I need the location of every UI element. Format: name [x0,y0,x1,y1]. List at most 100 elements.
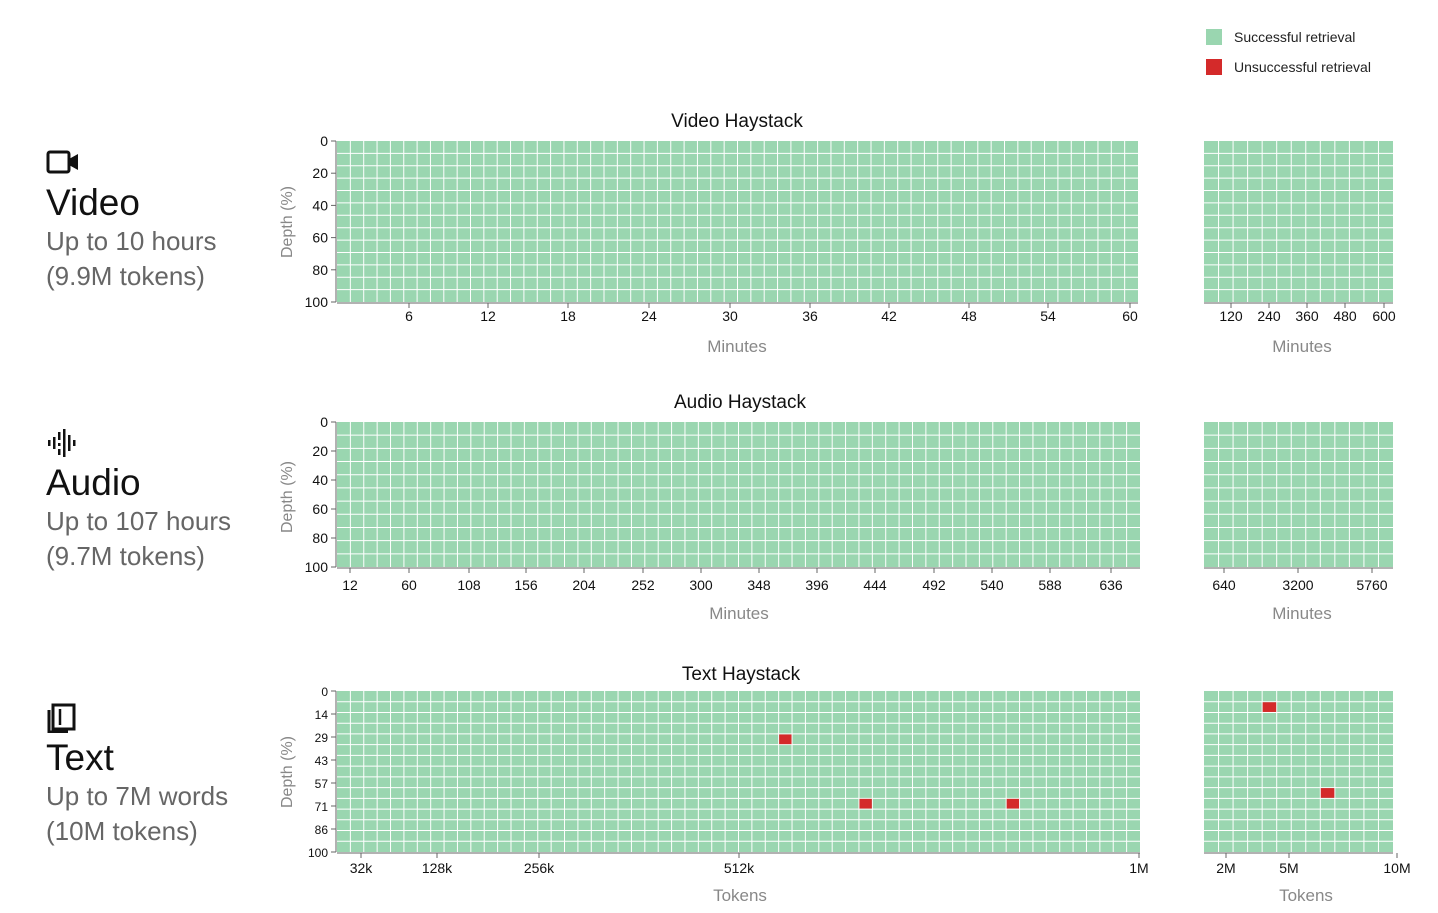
y-tick-label: 80 [312,530,328,546]
row-subtitle-video-2: (9.9M tokens) [46,261,205,291]
x-tick-label: 30 [722,308,738,324]
row-label-audio: Audio Up to 107 hours (9.7M tokens) [46,428,231,574]
x-axis-label-text-panel-1: Tokens [713,886,767,905]
y-tick-label: 80 [312,262,328,278]
x-tick-label: 6 [405,308,413,324]
row-title-text: Text [46,737,114,778]
x-tick-label: 60 [1122,308,1138,324]
x-axis-label-text-panel-2: Tokens [1279,886,1333,905]
x-tick-label: 120 [1219,308,1243,324]
x-tick-label: 240 [1257,308,1281,324]
legend-swatch-fail [1206,59,1222,75]
x-tick-label: 640 [1212,577,1236,593]
x-tick-label: 36 [802,308,818,324]
y-tick-label: 57 [315,777,329,791]
y-tick-label: 71 [315,800,329,814]
y-tick-label: 0 [320,133,328,149]
y-tick-label: 60 [312,230,328,246]
heatmap-bg-text-panel-2 [1204,691,1393,852]
row-subtitle-audio-1: Up to 107 hours [46,506,232,536]
y-tick-label: 20 [312,443,328,459]
failure-cell [859,798,872,809]
x-axis-label-video-panel-2: Minutes [1272,337,1332,356]
x-tick-label: 2M [1216,860,1235,876]
x-tick-label: 600 [1372,308,1396,324]
x-axis-label-video-panel-1: Minutes [707,337,767,356]
x-tick-label: 492 [922,577,946,593]
x-tick-label: 60 [401,577,417,593]
x-tick-label: 12 [342,577,358,593]
x-tick-label: 1M [1129,860,1148,876]
x-tick-label: 588 [1038,577,1062,593]
row-subtitle-audio-2: (9.7M tokens) [46,541,205,571]
x-tick-label: 54 [1040,308,1056,324]
x-tick-label: 540 [980,577,1004,593]
x-tick-label: 636 [1099,577,1123,593]
y-tick-label: 100 [308,846,328,860]
legend-label-success: Successful retrieval [1234,29,1356,45]
legend-item-fail: Unsuccessful retrieval [1206,56,1371,78]
audio-waveform-icon [48,429,76,457]
failure-cell [1320,788,1335,798]
failure-cell [1262,702,1277,712]
x-tick-label: 48 [961,308,977,324]
y-tick-label: 0 [320,414,328,430]
y-axis-label-text: Depth (%) [279,736,296,808]
failure-cell [1006,798,1020,809]
heatmap-bg-video-panel-2 [1204,141,1393,302]
x-tick-label: 348 [747,577,771,593]
y-tick-label: 86 [315,823,329,837]
chart-title-audio: Audio Haystack [674,392,807,413]
row-title-audio: Audio [46,462,141,503]
video-camera-icon [46,150,78,174]
y-tick-label: 100 [305,294,329,310]
heatmap-bg-audio-panel-2 [1204,422,1393,567]
y-tick-label: 29 [315,731,329,745]
x-tick-label: 3200 [1282,577,1313,593]
x-tick-label: 156 [514,577,538,593]
x-tick-label: 10M [1383,860,1410,876]
x-tick-label: 256k [524,860,555,876]
x-tick-label: 300 [689,577,713,593]
x-tick-label: 204 [572,577,596,593]
x-tick-label: 252 [631,577,655,593]
x-tick-label: 444 [863,577,887,593]
x-axis-label-audio-panel-1: Minutes [709,604,769,623]
x-tick-label: 5M [1279,860,1298,876]
row-subtitle-text-1: Up to 7M words [46,781,229,811]
y-tick-label: 100 [305,559,329,575]
x-tick-label: 32k [350,860,374,876]
failure-cell [779,734,792,745]
x-tick-label: 128k [422,860,453,876]
x-axis-label-audio-panel-2: Minutes [1272,604,1332,623]
x-tick-label: 5760 [1356,577,1387,593]
pages-icon [47,703,76,733]
x-tick-label: 42 [881,308,897,324]
x-tick-label: 108 [457,577,481,593]
legend: Successful retrieval Unsuccessful retrie… [1206,26,1371,86]
legend-item-success: Successful retrieval [1206,26,1371,48]
y-tick-label: 43 [315,754,329,768]
row-title-video: Video [46,182,140,223]
y-axis-label-audio: Depth (%) [279,461,296,533]
legend-swatch-success [1206,29,1222,45]
row-subtitle-video-1: Up to 10 hours [46,226,217,256]
y-tick-label: 14 [315,708,329,722]
x-tick-label: 512k [724,860,755,876]
y-axis-label-video: Depth (%) [279,186,296,258]
x-tick-label: 18 [560,308,576,324]
y-tick-label: 20 [312,165,328,181]
row-label-video: Video Up to 10 hours (9.9M tokens) [46,148,217,294]
x-tick-label: 480 [1333,308,1357,324]
legend-label-fail: Unsuccessful retrieval [1234,59,1371,75]
row-label-text: Text Up to 7M words (10M tokens) [46,703,228,849]
y-tick-label: 0 [321,685,328,699]
chart-title-text: Text Haystack [682,664,801,685]
chart-title-video: Video Haystack [671,111,803,132]
x-tick-label: 360 [1295,308,1319,324]
y-tick-label: 40 [312,197,328,213]
y-tick-label: 40 [312,472,328,488]
x-tick-label: 24 [641,308,657,324]
x-tick-label: 396 [805,577,829,593]
